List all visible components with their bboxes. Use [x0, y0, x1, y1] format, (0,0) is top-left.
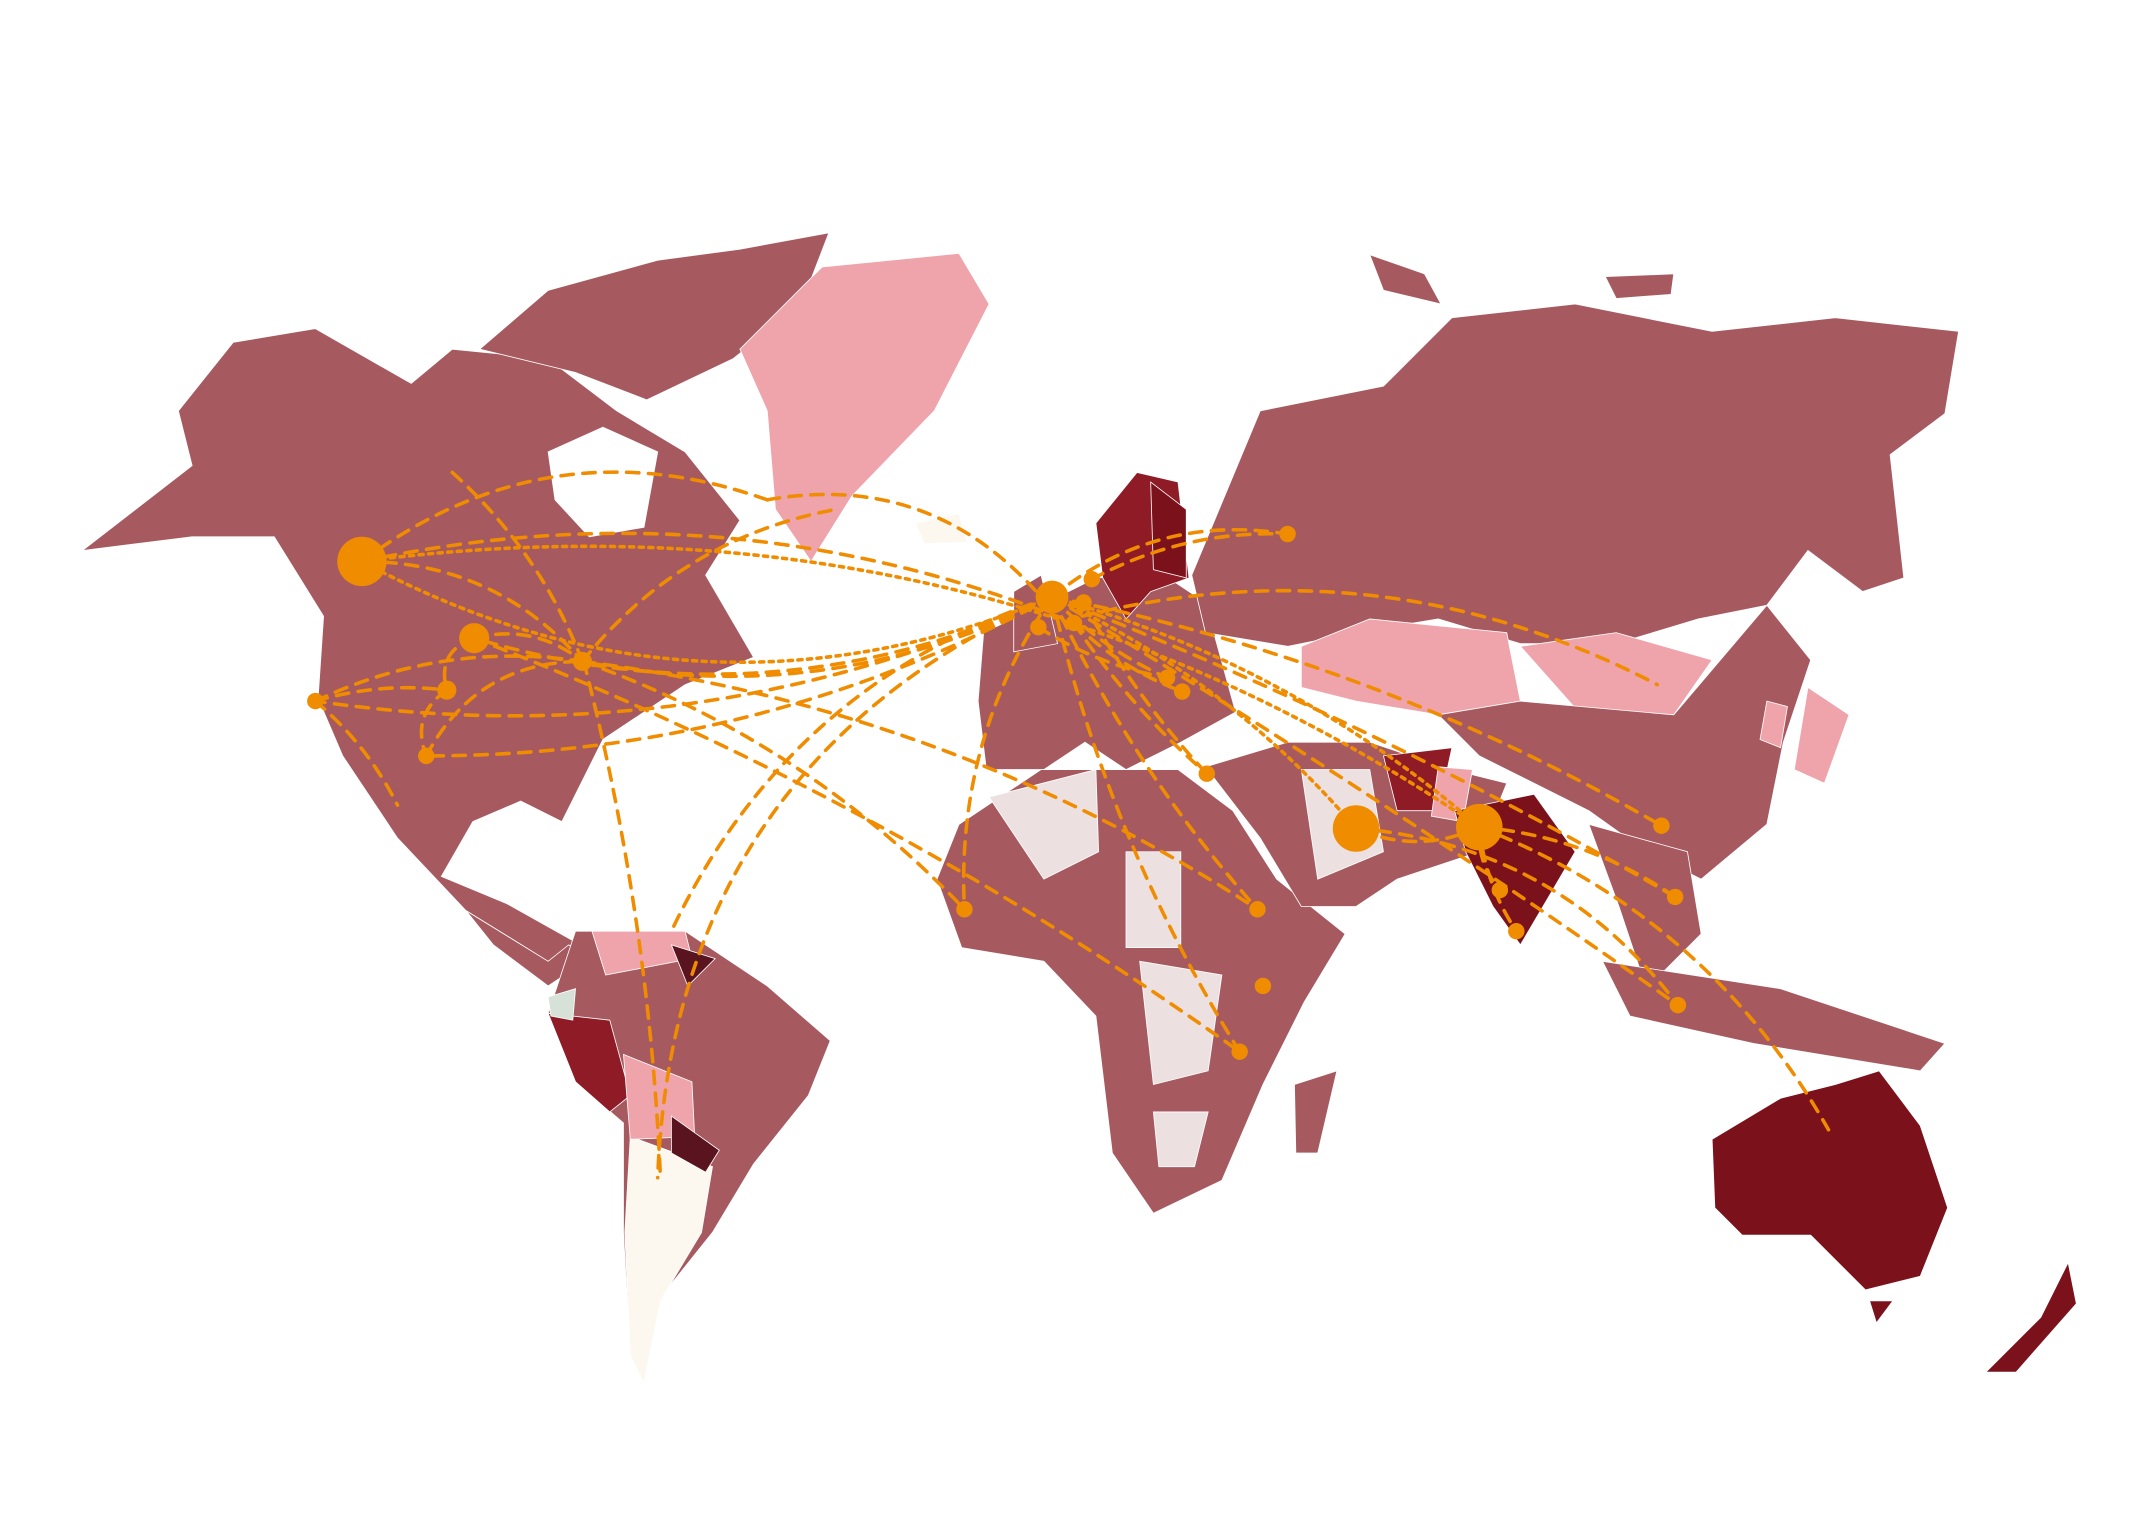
- link-34: [472, 636, 1242, 1054]
- link-33: [580, 659, 1260, 912]
- city-node-9[interactable]: [1030, 618, 1047, 636]
- link-5: [961, 595, 1054, 912]
- city-node-7[interactable]: [1075, 594, 1092, 611]
- link-21: [313, 654, 585, 703]
- region-tasmania: [1869, 1300, 1894, 1324]
- city-node-5[interactable]: [572, 651, 592, 671]
- city-node-20[interactable]: [1666, 888, 1684, 906]
- region-iceland: [914, 513, 968, 545]
- link-10: [1050, 595, 1680, 1007]
- link-28: [1089, 531, 1290, 582]
- link-19: [313, 685, 449, 703]
- link-extra-9: [313, 699, 400, 807]
- link-layer: [313, 470, 1831, 1180]
- region-africa: [936, 769, 1346, 1214]
- city-node-13[interactable]: [1173, 683, 1191, 700]
- link-36: [1081, 600, 1209, 776]
- city-node-12[interactable]: [1158, 669, 1176, 687]
- link-0: [360, 559, 1054, 664]
- city-node-16[interactable]: [1456, 803, 1503, 851]
- link-6: [1050, 595, 1260, 912]
- city-node-4[interactable]: [418, 747, 435, 765]
- link-30: [1072, 621, 1184, 694]
- region-argentina: [624, 1136, 713, 1385]
- region-peru: [547, 1012, 631, 1113]
- city-node-18[interactable]: [1508, 922, 1525, 940]
- region-korea: [1759, 700, 1788, 749]
- link-22: [424, 659, 585, 758]
- region-greenland: [739, 252, 990, 563]
- region-madagascar: [1294, 1070, 1338, 1154]
- region-sahara-north: [988, 769, 1100, 880]
- link-extra-2: [581, 659, 663, 1180]
- region-japan: [1793, 686, 1850, 784]
- link-8: [1050, 595, 1664, 828]
- city-node-2[interactable]: [307, 692, 324, 710]
- region-indonesia: [1601, 960, 1946, 1072]
- region-canadian-arctic-islands: [478, 232, 830, 401]
- region-paraguay: [670, 1115, 720, 1173]
- region-hudson-bay: [547, 426, 659, 538]
- region-china: [1437, 604, 1812, 880]
- city-node-25[interactable]: [956, 901, 973, 918]
- city-node-3[interactable]: [437, 680, 457, 700]
- country-layer: [81, 232, 2077, 1385]
- city-node-6[interactable]: [1035, 580, 1069, 614]
- city-node-14[interactable]: [1198, 765, 1216, 782]
- link-11: [1050, 595, 1482, 829]
- link-16: [360, 531, 1076, 625]
- region-australia: [1711, 1070, 1949, 1291]
- link-extra-0: [669, 595, 1054, 933]
- link-26: [1477, 825, 1677, 899]
- region-kazakhstan: [1300, 618, 1521, 716]
- city-node-19[interactable]: [1653, 817, 1670, 834]
- region-new-zealand: [1984, 1261, 2077, 1373]
- link-12: [1050, 595, 1358, 831]
- region-ecuador: [547, 988, 576, 1021]
- city-node-1[interactable]: [459, 623, 490, 654]
- link-15: [360, 559, 585, 664]
- city-node-0[interactable]: [337, 536, 387, 587]
- region-novaya-zemlya: [1369, 254, 1442, 305]
- region-botswana: [1152, 1111, 1209, 1168]
- city-node-10[interactable]: [1065, 614, 1083, 632]
- region-finland: [1150, 481, 1187, 579]
- link-27: [1354, 826, 1680, 1007]
- link-14: [360, 544, 1482, 829]
- link-32: [580, 659, 967, 912]
- link-13: [1050, 528, 1290, 599]
- city-node-21[interactable]: [1669, 996, 1687, 1014]
- node-layer: [307, 525, 1687, 1060]
- link-extra-1: [655, 595, 1054, 1180]
- link-extra-7: [580, 507, 838, 664]
- city-node-22[interactable]: [1249, 901, 1266, 918]
- region-siberian-islands: [1604, 273, 1675, 299]
- city-node-15[interactable]: [1332, 805, 1380, 852]
- link-31: [1072, 621, 1209, 776]
- city-node-8[interactable]: [1083, 571, 1100, 588]
- city-node-23[interactable]: [1254, 977, 1272, 995]
- link-extra-3: [1477, 825, 1831, 1132]
- link-extra-4: [1080, 588, 1660, 687]
- city-node-24[interactable]: [1231, 1043, 1248, 1060]
- city-node-11[interactable]: [1279, 525, 1296, 543]
- region-mongolia: [1519, 632, 1713, 716]
- link-extra-5: [450, 470, 585, 664]
- region-north-america: [81, 328, 755, 962]
- link-extra-8: [765, 492, 1043, 599]
- region-russia: [1191, 303, 1960, 647]
- city-node-17[interactable]: [1491, 881, 1509, 899]
- link-9: [1050, 595, 1677, 899]
